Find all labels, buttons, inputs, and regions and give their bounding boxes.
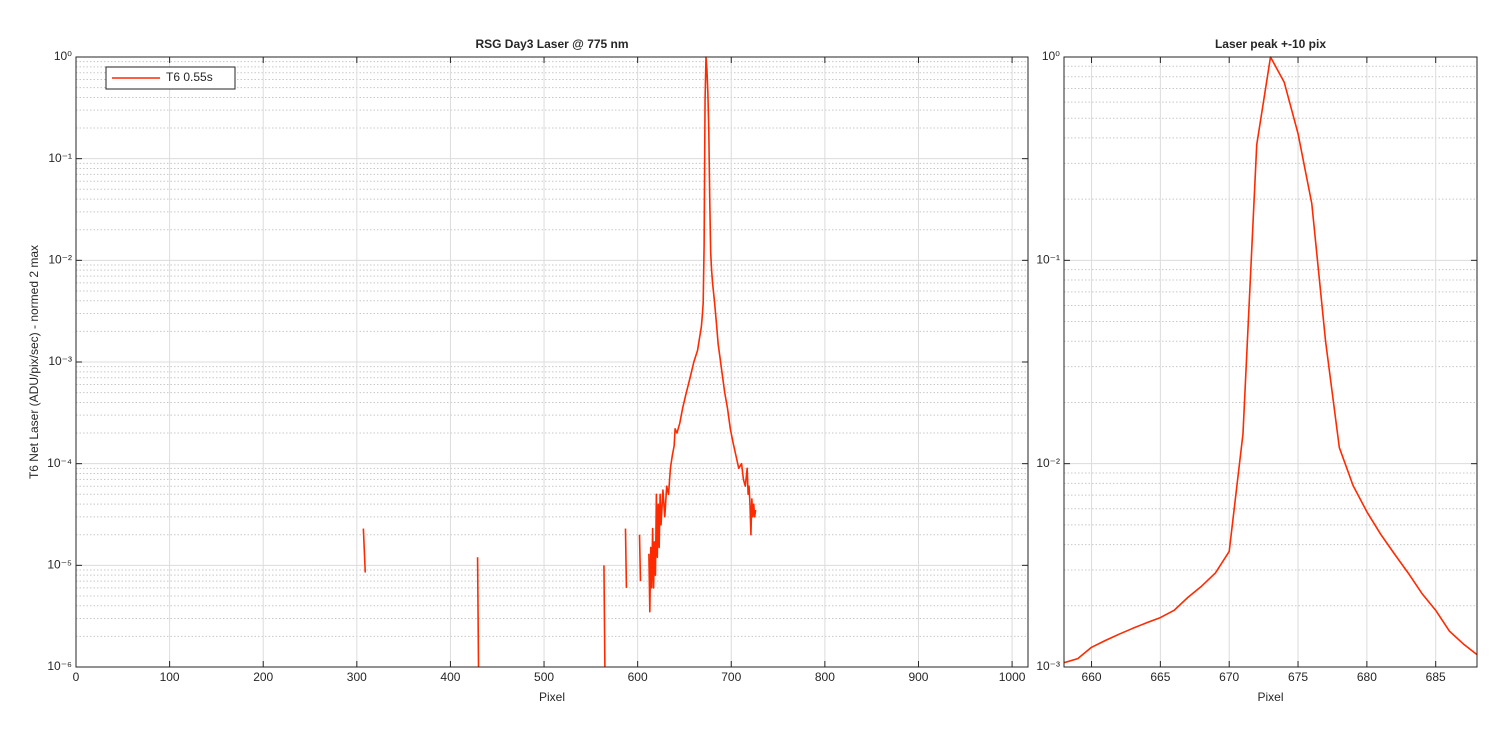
x-tick-label: 900 [908,670,928,684]
x-tick-label: 100 [160,670,180,684]
x-tick-label: 0 [73,670,80,684]
y-tick-label: 10⁻² [1036,456,1060,470]
x-tick-label: 200 [253,670,273,684]
chart-title: Laser peak +-10 pix [1215,37,1326,51]
x-tick-label: 670 [1219,670,1239,684]
x-axis-label: Pixel [539,690,565,704]
legend-box [105,66,236,90]
y-tick-label: 10⁻⁴ [47,456,72,470]
y-tick-label: 10⁻¹ [48,151,72,165]
y-tick-label: 10⁻⁶ [47,659,72,673]
x-tick-label: 800 [815,670,835,684]
x-tick-label: 1000 [999,670,1026,684]
axes-box [75,56,1029,668]
chart-title: RSG Day3 Laser @ 775 nm [475,37,628,51]
y-tick-label: 10⁻³ [48,354,72,368]
data-line [362,56,757,668]
x-tick-label: 660 [1082,670,1102,684]
x-tick-label: 665 [1150,670,1170,684]
y-tick-label: 10⁻³ [1036,659,1060,673]
plot-area [1064,57,1477,667]
x-tick-label: 600 [628,670,648,684]
x-tick-label: 500 [534,670,554,684]
x-tick-label: 685 [1426,670,1446,684]
x-tick-label: 675 [1288,670,1308,684]
y-tick-label: 10⁻⁵ [47,558,72,572]
x-tick-label: 400 [440,670,460,684]
y-tick-label: 10⁻¹ [1036,253,1060,267]
y-tick-label: 10⁰ [54,49,72,63]
legend-label: T6 0.55s [166,70,213,84]
x-tick-label: 300 [347,670,367,684]
x-tick-label: 680 [1357,670,1377,684]
axes-box [1063,56,1478,668]
y-tick-label: 10⁰ [1042,49,1060,63]
y-axis-label: T6 Net Laser (ADU/pix/sec) - normed 2 ma… [27,245,41,479]
y-tick-label: 10⁻² [48,253,72,267]
x-axis-label: Pixel [1257,690,1283,704]
x-tick-label: 700 [721,670,741,684]
